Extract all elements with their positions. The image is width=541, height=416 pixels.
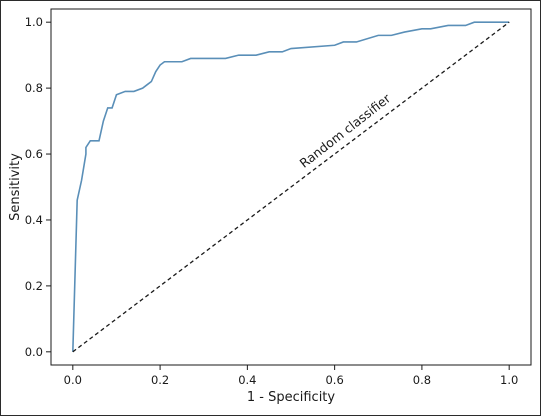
- x-tick-label: 0.8: [413, 373, 431, 387]
- x-tick-label: 0.4: [238, 373, 256, 387]
- y-tick-label: 1.0: [25, 15, 43, 29]
- roc-curve-line: [72, 21, 510, 352]
- x-axis-label: 1 - Specificity: [247, 390, 336, 405]
- y-tick-label: 0.6: [25, 147, 43, 161]
- series-layer: [72, 21, 510, 353]
- x-axis-ticks: 0.0 0.2 0.4 0.6 0.8 1.0: [64, 365, 518, 387]
- y-tick-label: 0.0: [25, 345, 43, 359]
- x-tick-label: 0.0: [64, 373, 82, 387]
- x-tick-label: 1.0: [500, 373, 518, 387]
- x-tick-label: 0.6: [325, 373, 343, 387]
- y-axis-ticks: 0.0 0.2 0.4 0.6 0.8 1.0: [25, 15, 51, 359]
- x-tick-label: 0.2: [151, 373, 169, 387]
- y-tick-label: 0.8: [25, 81, 43, 95]
- y-axis-label: Sensitivity: [8, 153, 23, 221]
- y-tick-label: 0.4: [25, 213, 43, 227]
- y-tick-label: 0.2: [25, 279, 43, 293]
- random-classifier-line: [72, 21, 510, 353]
